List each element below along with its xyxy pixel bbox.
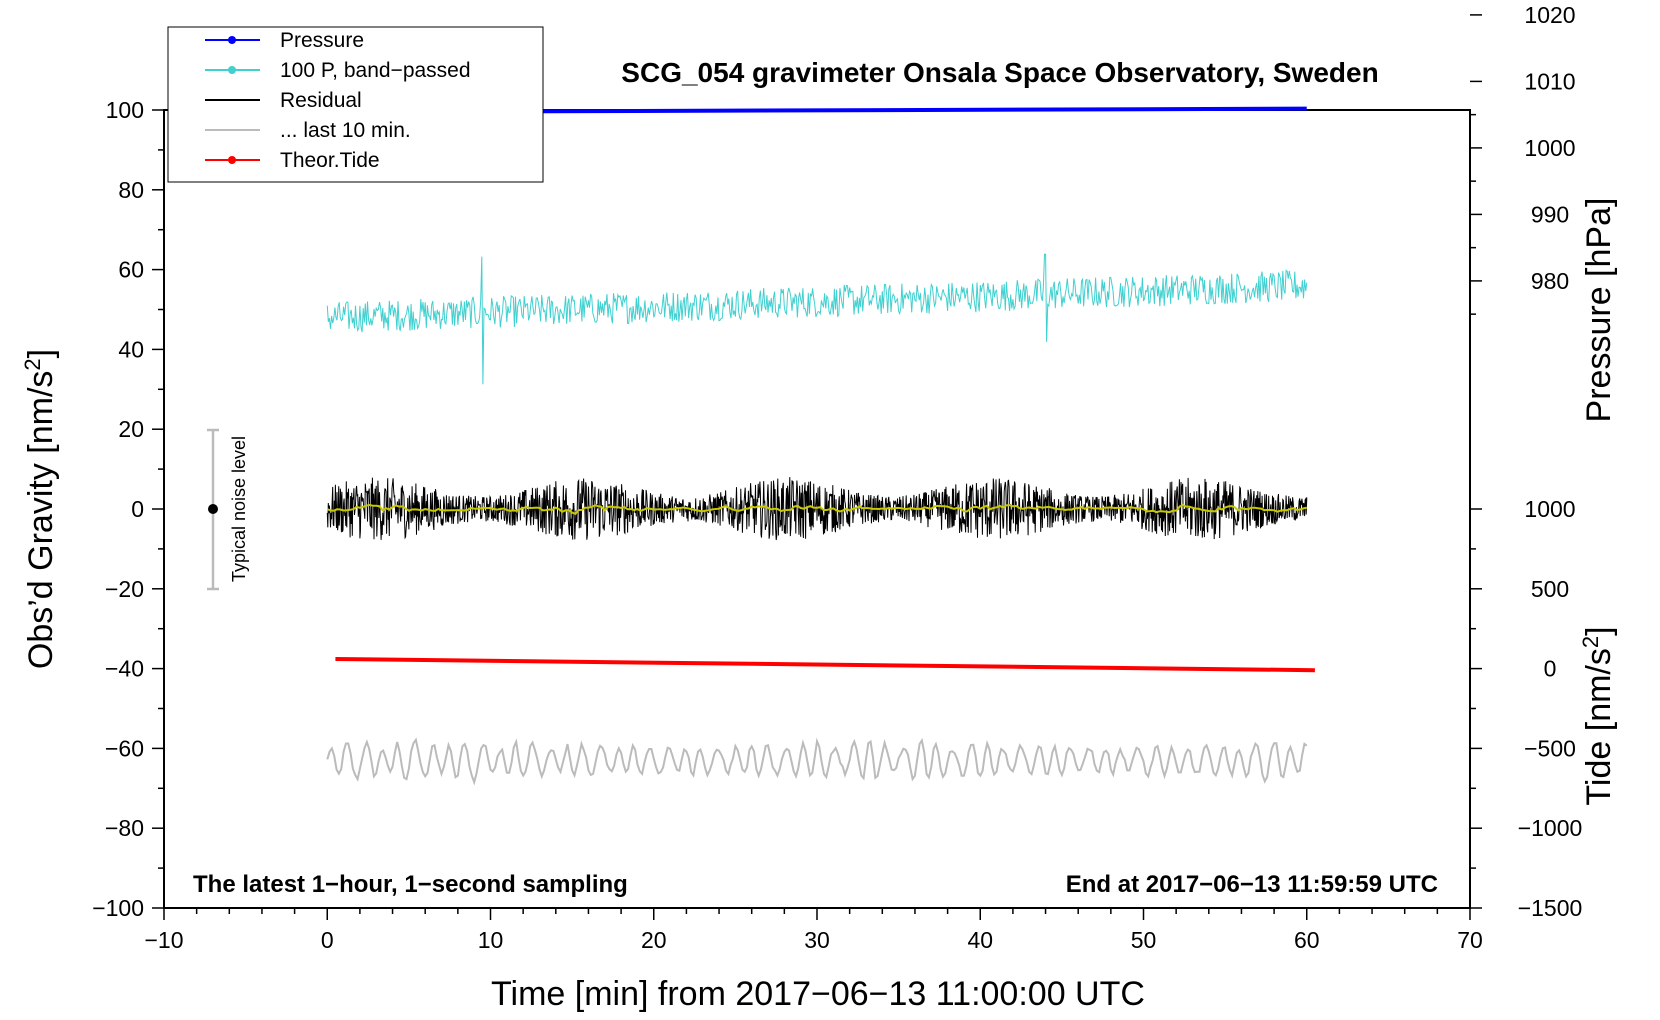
y-axis-title-tide-main: Tide [nm/s: [1580, 648, 1618, 805]
y-axis-title-left: Obs’d Gravity [nm/s2]: [20, 349, 60, 669]
y-tick-label: 60: [118, 257, 144, 283]
tide-tick-label: 0: [1544, 656, 1557, 682]
x-tick-label: 70: [1457, 927, 1483, 953]
legend-marker: [228, 66, 236, 74]
legend-label: Residual: [280, 89, 362, 112]
x-tick-label: 50: [1131, 927, 1157, 953]
y-tick-label: −60: [105, 735, 144, 761]
pressure-tick-label: 1010: [1524, 68, 1575, 94]
note-right: End at 2017−06−13 11:59:59 UTC: [1066, 871, 1438, 898]
legend-label: 100 P, band−passed: [280, 59, 471, 82]
noise-bar-center: [208, 504, 218, 514]
y-tick-label: 100: [106, 97, 144, 123]
noise-bar-label: Typical noise level: [229, 436, 249, 582]
pressure-tick-label: 990: [1531, 201, 1569, 227]
y-axis-title-pressure: Pressure [hPa]: [1580, 198, 1618, 423]
series-residual-smoothed: [326, 503, 1308, 515]
series-residual: [326, 477, 1308, 541]
legend-marker: [228, 36, 236, 44]
y-axis-title-tide: Tide [nm/s2]: [1578, 626, 1618, 805]
tide-tick-label: 1000: [1524, 496, 1575, 522]
y-axis-title-tide-sup: 2: [1578, 636, 1603, 648]
y-axis-title-left-sup: 2: [20, 358, 45, 370]
y-tick-label: −20: [105, 576, 144, 602]
legend-label: ... last 10 min.: [280, 119, 411, 142]
y-axis-title-tide-end: ]: [1580, 626, 1618, 635]
legend-box: [167, 26, 544, 183]
series-theor-tide: [335, 657, 1315, 673]
x-tick-label: 30: [804, 927, 830, 953]
series-band-passed-pressure: [326, 253, 1308, 385]
chart-title: SCG_054 gravimeter Onsala Space Observat…: [621, 57, 1378, 88]
y-tick-label: −40: [105, 656, 144, 682]
y-axis-title-left-end: ]: [22, 349, 60, 358]
y-tick-label: 80: [118, 177, 144, 203]
series-last-10-min: [326, 737, 1308, 786]
noise-bar: Typical noise level: [207, 428, 249, 591]
y-tick-label: −100: [92, 895, 144, 921]
pressure-tick-label: 1000: [1524, 135, 1575, 161]
x-axis-title: Time [min] from 2017−06−13 11:00:00 UTC: [491, 975, 1145, 1013]
x-tick-label: 10: [478, 927, 504, 953]
tide-tick-label: −1500: [1518, 895, 1583, 921]
y-tick-label: 40: [118, 336, 144, 362]
pressure-tick-label: 980: [1531, 268, 1569, 294]
pressure-tick-label: 1020: [1524, 2, 1575, 28]
tide-tick-label: −1000: [1518, 815, 1583, 841]
legend-marker: [228, 156, 236, 164]
legend: Pressure 100 P, band−passed Residual ... la…: [167, 26, 544, 183]
x-tick-label: 0: [321, 927, 334, 953]
tide-tick-label: −500: [1524, 735, 1576, 761]
axis-ticks: −10 0 10 20 30 40 50 60 70−100−80−60−40−20020406…: [92, 2, 1583, 953]
y-tick-label: 0: [131, 496, 144, 522]
x-tick-label: 20: [641, 927, 667, 953]
legend-items: Pressure 100 P, band−passed Residual ... la…: [205, 29, 471, 172]
y-tick-label: −80: [105, 815, 144, 841]
y-tick-label: 20: [118, 416, 144, 442]
tide-tick-label: 500: [1531, 576, 1569, 602]
note-left: The latest 1−hour, 1−second sampling: [193, 871, 628, 898]
series-layer: [326, 106, 1315, 786]
y-axis-title-left-main: Obs’d Gravity [nm/s: [22, 371, 60, 670]
x-tick-label: 60: [1294, 927, 1320, 953]
legend-label: Pressure: [280, 29, 364, 52]
x-tick-label: −10: [144, 927, 183, 953]
x-tick-label: 40: [967, 927, 993, 953]
legend-label: Theor.Tide: [280, 149, 380, 172]
